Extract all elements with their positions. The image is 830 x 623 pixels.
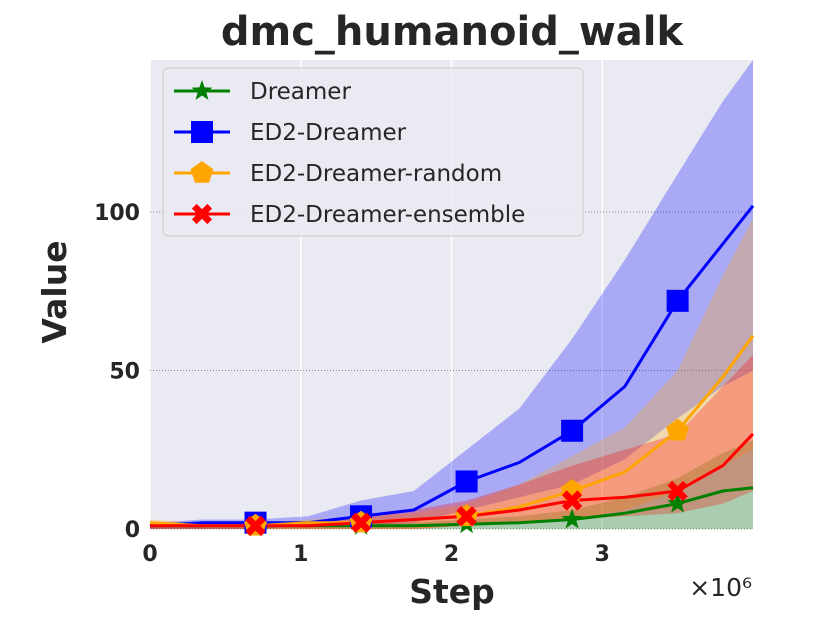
chart-title: dmc_humanoid_walk: [221, 9, 685, 55]
x-axis-offset-label: ×10⁶: [689, 573, 752, 602]
marker-ed2-dreamer-ensemble: [667, 480, 688, 502]
marker-dreamer: [667, 492, 689, 513]
marker-dreamer: [561, 508, 583, 529]
marker-ed2-dreamer-ensemble: [562, 490, 583, 511]
x-tick-label: 1: [293, 542, 308, 567]
marker-ed2-dreamer-ensemble: [456, 506, 477, 527]
y-tick-labels: 0 50 100: [94, 201, 140, 543]
legend-label-dreamer: Dreamer: [250, 79, 351, 105]
legend-marker-ed2-dreamer: [191, 121, 213, 143]
legend-marker-dreamer: [191, 80, 213, 100]
series-markers: [244, 289, 689, 536]
confidence-bands: [150, 60, 753, 529]
x-axis-label: Step: [409, 572, 495, 611]
x-tick-label: 0: [142, 542, 157, 567]
x-tick-labels: 0 1 2 3: [142, 542, 610, 567]
y-tick-label: 50: [109, 360, 140, 385]
x-tick-label: 2: [444, 542, 459, 567]
band-ed2-dreamer-random: [150, 218, 753, 529]
y-tick-label: 100: [94, 201, 140, 226]
legend-label-ed2-dreamer: ED2-Dreamer: [250, 120, 407, 146]
x-tick-label: 3: [595, 542, 610, 567]
marker-ed2-dreamer: [561, 419, 584, 442]
marker-ed2-dreamer: [666, 289, 689, 312]
legend: Dreamer ED2-Dreamer ED2-Dreamer-random ED2-…: [162, 67, 584, 237]
y-tick-label: 0: [125, 518, 140, 543]
band-ed2-dreamer-ensemble: [150, 354, 753, 529]
band-ed2-dreamer: [150, 60, 753, 529]
marker-ed2-dreamer-ensemble: [350, 512, 372, 533]
marker-ed2-dreamer-ensemble: [245, 515, 266, 536]
y-axis-label: Value: [35, 240, 74, 343]
legend-marker-ed2-dreamer-random: [190, 161, 214, 183]
marker-ed2-dreamer-random: [666, 418, 689, 441]
legend-box: [162, 67, 584, 237]
band-dreamer: [150, 440, 753, 529]
marker-ed2-dreamer: [455, 470, 478, 493]
legend-marker-ed2-dreamer-ensemble: [191, 203, 213, 225]
legend-label-ed2-dreamer-random: ED2-Dreamer-random: [250, 161, 502, 187]
legend-label-ed2-dreamer-ensemble: ED2-Dreamer-ensemble: [250, 202, 525, 228]
